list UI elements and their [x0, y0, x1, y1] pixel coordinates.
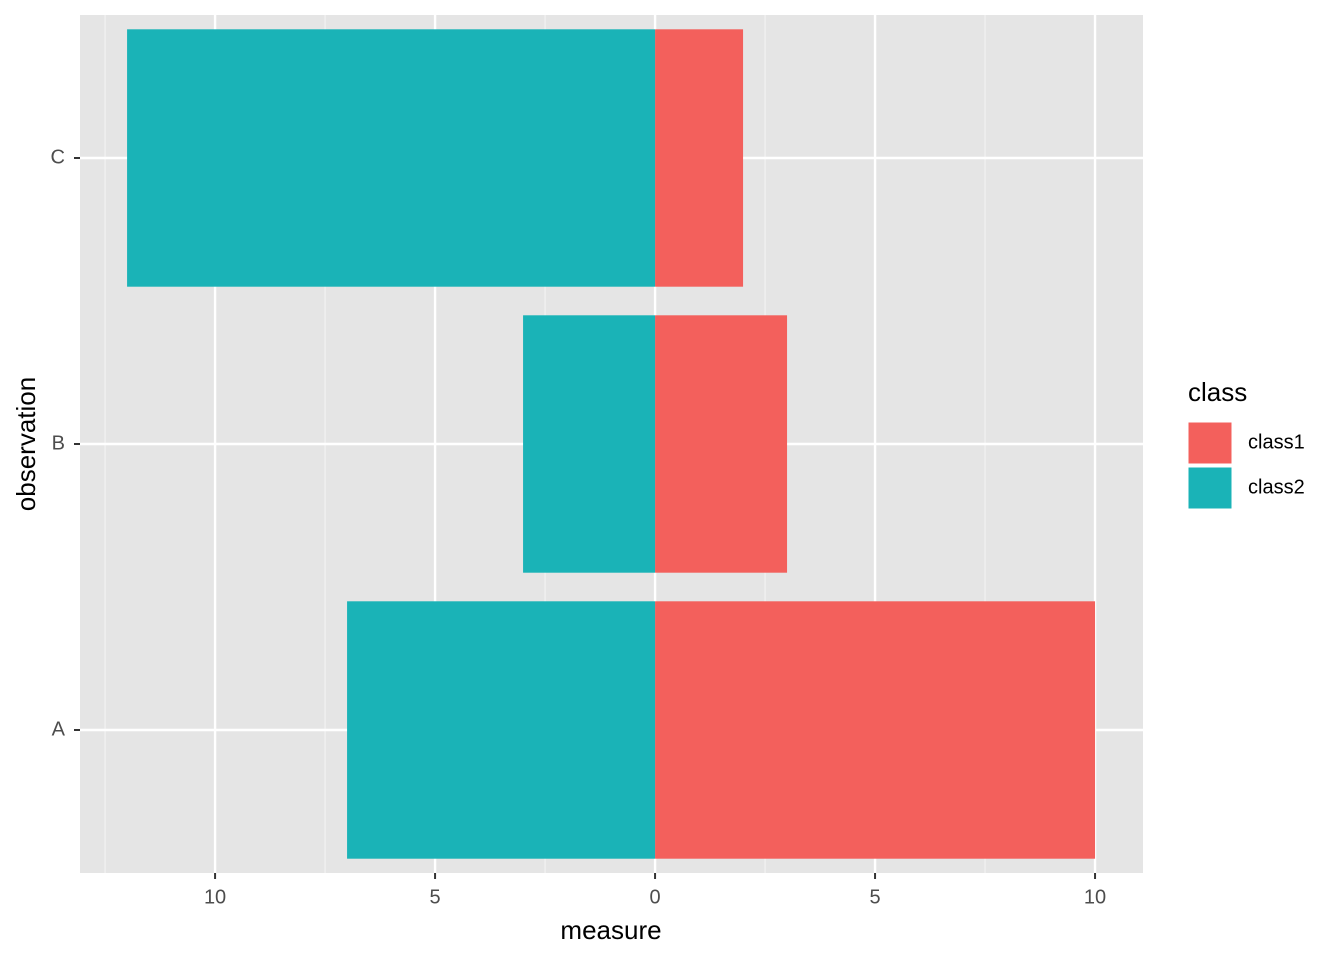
y-tick-label: A: [52, 718, 66, 740]
bar: [655, 601, 1096, 859]
bar: [655, 29, 744, 287]
legend-key: [1187, 421, 1233, 465]
x-tick-label: 5: [869, 886, 880, 908]
legend-title: class: [1188, 377, 1247, 407]
y-tick-label: C: [51, 146, 65, 168]
bar: [655, 315, 788, 573]
bar: [127, 29, 656, 287]
x-tick-label: 10: [204, 886, 226, 908]
legend-label: class2: [1248, 476, 1305, 498]
x-axis-title: measure: [560, 915, 661, 945]
bar: [347, 601, 656, 859]
legend-label: class1: [1248, 431, 1305, 453]
x-tick-label: 0: [649, 886, 660, 908]
x-tick-label: 10: [1084, 886, 1106, 908]
x-tick-label: 5: [430, 886, 441, 908]
y-axis-title: observation: [11, 377, 41, 511]
bar: [523, 315, 656, 573]
y-tick-label: B: [52, 432, 65, 454]
legend-key: [1187, 466, 1233, 510]
